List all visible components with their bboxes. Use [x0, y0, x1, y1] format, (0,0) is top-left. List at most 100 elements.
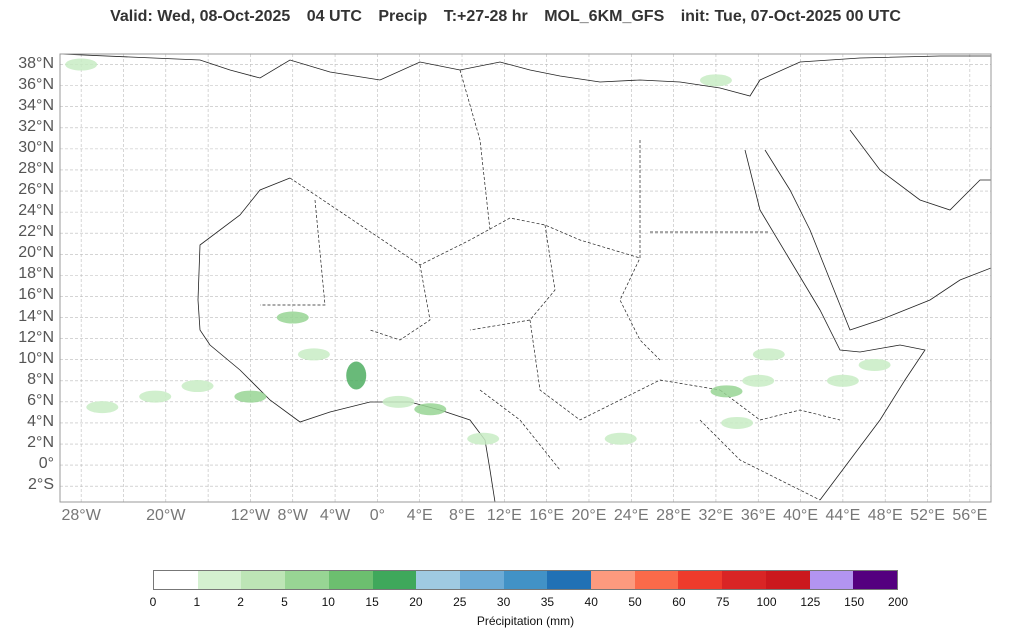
lon-label: 20°W — [146, 507, 186, 524]
valid-time: 04 UTC — [306, 8, 362, 25]
lat-label: 2°N — [27, 434, 54, 452]
colorbar-tick: 35 — [540, 595, 555, 609]
colorbar-tick: 20 — [409, 595, 423, 609]
colorbar-segment — [547, 571, 592, 589]
precip-area — [346, 361, 367, 390]
lon-label: 12°W — [230, 507, 271, 524]
colorbar-segment — [678, 571, 723, 589]
lat-label: 26°N — [18, 181, 54, 199]
precip-layer — [65, 58, 891, 445]
lat-label: 36°N — [18, 75, 54, 93]
lon-label: 56°E — [952, 507, 988, 524]
precip-area — [742, 374, 775, 387]
colorbar-segment — [853, 571, 897, 589]
lat-label: 6°N — [27, 391, 54, 409]
colorbar-tick: 100 — [756, 595, 777, 609]
colorbar — [153, 570, 898, 590]
lat-label: 24°N — [18, 202, 54, 220]
precip-area — [276, 311, 309, 324]
colorbar-tick: 1 — [193, 595, 201, 609]
colorbar-segment — [722, 571, 766, 589]
lon-label: 40°E — [783, 507, 818, 524]
lon-label: 48°E — [867, 507, 903, 524]
colorbar-segment — [459, 571, 504, 589]
lat-label: 16°N — [18, 286, 54, 304]
precip-area — [826, 374, 859, 387]
colorbar-tick: 75 — [716, 595, 730, 609]
lat-label: 2°S — [28, 476, 54, 494]
lat-label: 20°N — [18, 244, 54, 262]
lat-label: 38°N — [18, 54, 54, 72]
lon-label: 4°W — [319, 507, 351, 524]
lon-label: 8°E — [449, 507, 475, 524]
map-frame — [59, 53, 992, 503]
colorbar-tick: 25 — [453, 595, 467, 609]
colorbar-segment — [591, 571, 635, 589]
lat-label: 32°N — [18, 117, 54, 135]
precip-area — [604, 432, 637, 445]
precip-area — [181, 380, 214, 393]
lon-label: 0° — [369, 507, 386, 524]
colorbar-tick: 10 — [321, 595, 335, 609]
map-title: Valid: Wed, 08-Oct-2025 04 UTC Precip T:… — [0, 8, 1011, 26]
lat-label: 18°N — [18, 265, 54, 283]
lon-label: 8°W — [277, 507, 308, 524]
colorbar-segment — [416, 571, 460, 589]
colorbar-segment — [154, 571, 198, 589]
colorbar-segment — [809, 571, 854, 589]
model-name: MOL_6KM_GFS — [544, 8, 665, 25]
lat-label: 14°N — [18, 307, 54, 325]
precip-area — [414, 403, 447, 416]
colorbar-segment — [372, 571, 417, 589]
valid-date: Valid: Wed, 08-Oct-2025 — [110, 8, 291, 25]
colorbar-tick: 30 — [496, 595, 511, 609]
lat-label: 34°N — [18, 96, 54, 114]
colorbar-tick: 150 — [844, 595, 865, 609]
lon-label: 44°E — [825, 507, 861, 524]
lon-label: 28°E — [656, 507, 692, 524]
colorbar-segment — [634, 571, 679, 589]
precip-area — [234, 390, 267, 403]
init-time: init: Tue, 07-Oct-2025 00 UTC — [680, 8, 901, 25]
colorbar-segment — [241, 571, 286, 589]
lon-label: 20°E — [571, 507, 607, 524]
colorbar-tick: 40 — [584, 595, 598, 609]
lon-label: 4°E — [406, 507, 433, 524]
colorbar-tick: 125 — [800, 595, 821, 609]
graticule — [60, 54, 991, 502]
precip-area — [297, 348, 330, 361]
colorbar-segment — [765, 571, 810, 589]
precip-area — [467, 432, 500, 445]
precip-area — [139, 390, 172, 403]
lon-label: 52°E — [910, 507, 945, 524]
precip-area — [382, 395, 415, 408]
lat-label: 8°N — [27, 370, 54, 388]
lat-label: 30°N — [18, 138, 54, 156]
precip-area — [86, 401, 119, 414]
lon-label: 16°E — [529, 507, 565, 524]
lat-label: 22°N — [18, 223, 54, 241]
lon-label: 24°E — [613, 507, 649, 524]
lon-label: 12°E — [486, 507, 522, 524]
lon-label: 28°W — [61, 507, 101, 524]
colorbar-tick: 60 — [672, 595, 686, 609]
colorbar-label: Précipitation (mm) — [476, 614, 575, 628]
lat-label: 0° — [38, 455, 54, 473]
lon-label: 36°E — [740, 507, 776, 524]
colorbar-segment — [285, 571, 329, 589]
lat-label: 12°N — [18, 328, 54, 346]
lead-time: T:+27-28 hr — [443, 8, 528, 25]
colorbar-tick: 15 — [365, 595, 379, 609]
colorbar-tick: 5 — [281, 595, 288, 609]
precip-area — [710, 385, 743, 398]
field-name: Precip — [378, 8, 428, 25]
lat-label: 10°N — [18, 349, 54, 367]
precip-area — [65, 58, 98, 71]
lon-label: 32°E — [698, 507, 734, 524]
coastlines-and-borders — [60, 54, 991, 502]
precip-map — [59, 53, 992, 503]
colorbar-segment — [197, 571, 242, 589]
colorbar-tick: 200 — [887, 595, 909, 609]
colorbar-tick: 2 — [237, 595, 244, 609]
precip-area — [699, 74, 732, 87]
